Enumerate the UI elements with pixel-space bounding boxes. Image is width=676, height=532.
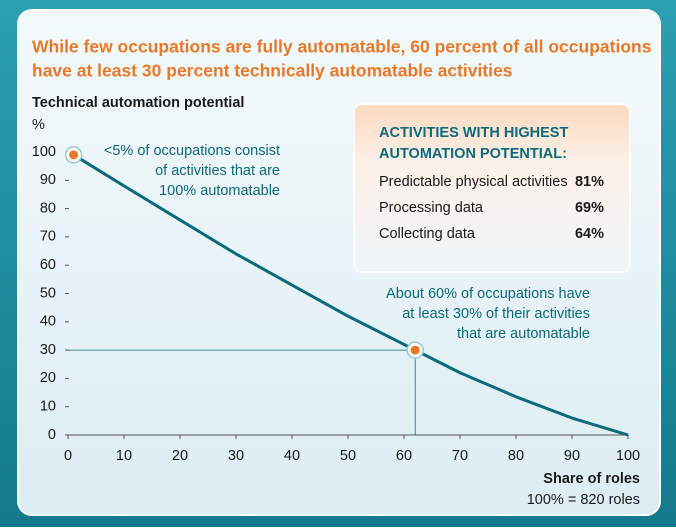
- info-label: Collecting data: [379, 226, 476, 242]
- annotation: of activities that are: [155, 163, 280, 179]
- highlight-point: [69, 150, 79, 160]
- y-tick-label: 70: [40, 229, 56, 245]
- y-tick-label: 90: [40, 172, 56, 188]
- x-tick-label: 60: [396, 448, 412, 464]
- x-tick-label: 70: [452, 448, 468, 464]
- annotation: About 60% of occupations have: [386, 286, 590, 302]
- info-value: 69%: [575, 200, 604, 216]
- info-value: 64%: [575, 226, 604, 242]
- info-label: Processing data: [379, 200, 484, 216]
- x-tick-label: 90: [564, 448, 580, 464]
- y-tick-label: 0: [48, 427, 56, 443]
- y-tick-label: 60: [40, 257, 56, 273]
- x-tick-label: 100: [616, 448, 640, 464]
- y-tick-label: 30: [40, 342, 56, 358]
- x-tick-label: 30: [228, 448, 244, 464]
- info-title: AUTOMATION POTENTIAL:: [379, 146, 567, 162]
- y-axis-unit: %: [32, 117, 45, 133]
- x-tick-label: 10: [116, 448, 132, 464]
- annotation: that are automatable: [457, 326, 590, 342]
- annotation: 100% automatable: [159, 183, 280, 199]
- x-tick-label: 20: [172, 448, 188, 464]
- y-tick-label: 10: [40, 399, 56, 415]
- info-value: 81%: [575, 174, 604, 190]
- title: While few occupations are fully automata…: [32, 37, 652, 57]
- y-tick-label: 80: [40, 200, 56, 216]
- info-label: Predictable physical activities: [379, 174, 568, 190]
- annotation: at least 30% of their activities: [402, 306, 590, 322]
- x-tick-label: 80: [508, 448, 524, 464]
- x-axis-label: Share of roles: [543, 471, 640, 487]
- x-tick-label: 40: [284, 448, 300, 464]
- title: have at least 30 percent technically aut…: [32, 61, 513, 81]
- y-tick-label: 40: [40, 314, 56, 330]
- x-axis-note: 100% = 820 roles: [527, 492, 640, 508]
- info-title: ACTIVITIES WITH HIGHEST: [379, 125, 568, 141]
- highlight-point: [410, 345, 420, 355]
- annotation: <5% of occupations consist: [104, 143, 280, 159]
- y-tick-label: 100: [32, 144, 56, 160]
- x-tick-label: 50: [340, 448, 356, 464]
- curve: [72, 153, 629, 437]
- y-tick-label: 50: [40, 285, 56, 301]
- x-tick-label: 0: [64, 448, 72, 464]
- info-box: [353, 103, 631, 273]
- y-axis-label: Technical automation potential: [32, 95, 244, 111]
- y-tick-label: 20: [40, 370, 56, 386]
